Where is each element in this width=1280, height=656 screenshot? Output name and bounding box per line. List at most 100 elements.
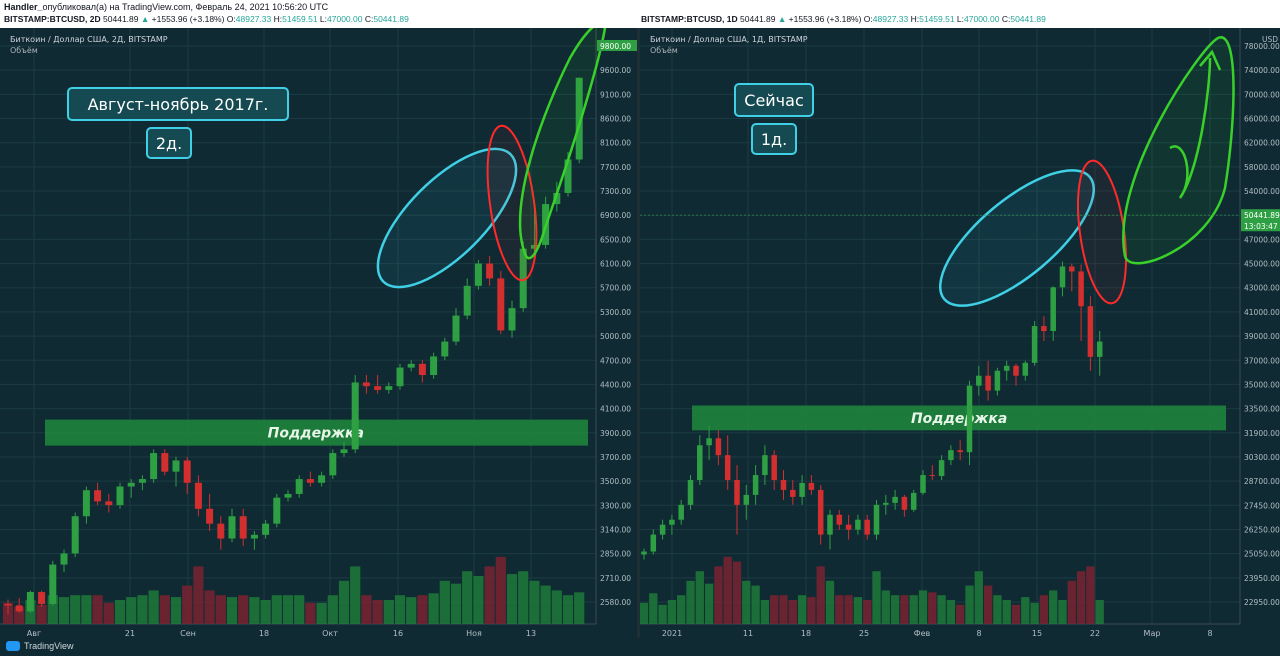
candle [1078,264,1084,341]
chart-panel-right[interactable]: Поддержка Биткоин / Доллар США, 1Д, BITST… [640,28,1280,642]
volume-bar [92,595,103,624]
volume-bar [760,600,770,624]
volume-bar [260,600,271,624]
price-axis-label: 3700.00 [600,453,631,462]
volume-bar [551,590,562,624]
ohlc-line-left: BITSTAMP:BTCUSD, 2D 50441.89 ▲ +1553.96 … [4,14,409,24]
volume-bars [2,556,585,624]
candle [724,435,731,490]
candle-body [845,524,852,530]
price-axis-label: 47000.00 [1244,235,1280,244]
candle [407,360,415,372]
candle [715,430,722,466]
tradingview-logo-icon[interactable] [6,641,20,651]
volume-bar [667,600,677,624]
volume-bar [1049,590,1058,624]
chart-right-svg[interactable]: Поддержка Биткоин / Доллар США, 1Д, BITST… [640,28,1280,642]
price-tag-label: 50441.89 [1244,211,1280,220]
support-zone [45,419,588,446]
time-axis[interactable]: Авг 21 Сен 18 Окт 16 Ноя 13 [27,629,536,638]
price-axis-label: 78000.00 [1244,42,1280,51]
candle [948,445,954,466]
chart-left-svg[interactable]: Поддержка Биткоин / Доллар США, 2Д, BITST… [0,28,637,642]
time-axis-label: 11 [743,629,753,638]
candle [771,450,777,490]
volume-bar [204,590,215,624]
candle-body [734,480,740,505]
publish-header: Handler_опубликовал(а) на TradingView.co… [0,0,1280,28]
volume-bar [1076,571,1086,624]
volume-bar [226,597,238,624]
candle-body [957,450,963,453]
symbol-right: BITSTAMP:BTCUSD, 1D [641,14,738,24]
volume-bar [428,593,439,624]
currency-label: USD [1262,35,1278,44]
candle-body [1031,326,1038,363]
green-arrow-path [1169,57,1212,199]
candle [239,508,247,546]
chart-panel-left[interactable]: Поддержка Биткоин / Доллар США, 2Д, BITST… [0,28,637,642]
candle-body [172,460,180,472]
candle-body [497,278,505,331]
candle [486,256,494,286]
green-curve-annotation [518,28,607,260]
volume-bar [316,602,327,624]
candle-body [771,455,777,480]
candle-body [929,475,936,477]
candle [38,590,46,607]
candle [284,490,292,502]
candle [194,475,202,517]
candle [116,482,124,509]
close-right: 50441.89 [1010,14,1046,24]
volume-bar [993,595,1002,624]
price-axis[interactable]: 9800.00 9600.00 9100.00 8600.00 8100.00 7700.… [600,42,631,607]
footer-brand[interactable]: TradingView [24,641,74,651]
candle-body [217,523,225,539]
candle [306,471,314,487]
price-axis[interactable]: 78000.00 74000.00 70000.00 66000.00 62000.00… [1244,42,1280,607]
volume-bar [1002,600,1011,624]
volume-bar [723,556,732,624]
candle [1031,321,1038,366]
candle [650,529,657,555]
candle-body [799,482,805,497]
candle-body [206,508,214,524]
high-right: 51459.51 [919,14,955,24]
price-axis-label: 33500.00 [1244,405,1280,414]
volume-bar [282,595,294,624]
volume-bar [974,571,983,624]
candle-body [228,516,236,539]
candle-body [71,516,79,554]
change-right: +1553.96 (+3.18%) [788,14,862,24]
footer-bar: TradingView [0,638,1280,656]
time-axis-label: Фев [914,629,931,638]
candle-body [1059,266,1066,288]
candle-body [697,445,703,480]
candle [374,375,382,394]
volume-bar [816,566,825,624]
last-right: 50441.89 [740,14,776,24]
candles [641,261,1103,560]
time-axis[interactable]: 2021 11 18 25 Фев 8 15 22 Мар 8 [662,629,1213,638]
price-axis-label: 28700.00 [1244,477,1280,486]
candle [883,494,889,515]
candle-body [508,308,516,331]
candle-body [1050,287,1056,332]
candle [1003,360,1010,381]
candle [864,514,870,540]
volume-bar [835,595,844,624]
candle [161,449,169,476]
volume-bar [863,600,872,624]
volume-bar [14,606,25,624]
candle-body [250,534,258,539]
volume-bar [770,595,779,624]
volume-bar [47,595,58,624]
volume-bar [450,583,462,624]
time-axis-label: 22 [1090,629,1100,638]
volume-bar [1021,597,1030,624]
candle-body [808,482,815,490]
panel-divider[interactable] [637,28,640,642]
candle-body [994,370,1001,391]
price-axis-label: 5300.00 [600,308,631,317]
candle-body [920,475,926,493]
